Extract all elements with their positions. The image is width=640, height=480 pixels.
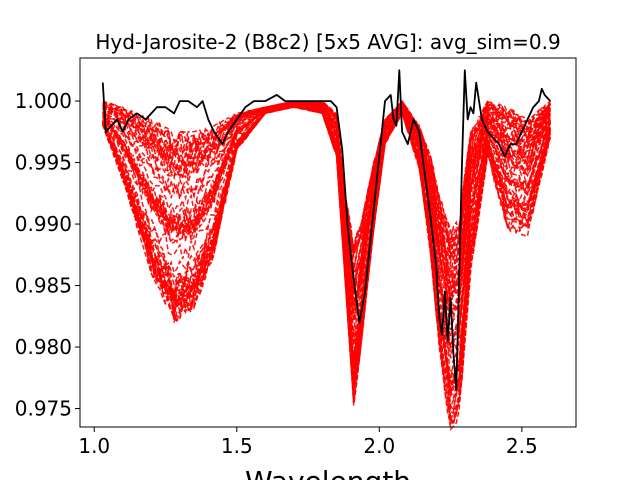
plot-area: [79, 57, 577, 431]
axes-frame: [79, 57, 577, 428]
x-axis-label: Wavelength: [245, 465, 411, 480]
library-spectrum-line: [102, 103, 552, 394]
library-spectrum-line: [102, 100, 551, 394]
library-spectrum-line: [102, 103, 552, 421]
y-tick-label: 0.995: [15, 151, 72, 175]
y-tick-label: 1.000: [15, 89, 72, 113]
y-tick-label: 0.980: [15, 335, 72, 359]
library-spectrum-line: [102, 102, 551, 322]
chart-title: Hyd-Jarosite-2 (B8c2) [5x5 AVG]: avg_sim…: [95, 30, 560, 54]
library-spectrum-line: [102, 103, 551, 390]
library-spectrum-line: [102, 103, 551, 321]
library-spectrum-line: [102, 101, 552, 391]
observed-spectrum-line: [101, 69, 551, 391]
x-tick-label: 2.0: [363, 434, 395, 458]
library-spectrum-line: [102, 100, 551, 390]
library-spectrum-line: [102, 100, 551, 275]
y-tick-label: 0.975: [15, 397, 72, 421]
y-tick-label: 0.990: [15, 212, 72, 236]
x-tick-label: 2.5: [506, 434, 538, 458]
library-spectrum-line: [102, 104, 551, 348]
library-spectrum-line: [102, 104, 552, 431]
y-axis: 0.975 0.980 0.985 0.990 0.995 1.000: [15, 89, 80, 421]
library-spectra-group: [102, 99, 552, 431]
library-spectrum-line: [102, 100, 551, 289]
x-tick-label: 1.0: [78, 434, 110, 458]
x-axis: 1.0 1.5 2.0 2.5: [78, 427, 538, 458]
y-tick-label: 0.985: [15, 274, 72, 298]
observed-spectrum-group: [101, 69, 551, 391]
x-tick-label: 1.5: [221, 434, 253, 458]
